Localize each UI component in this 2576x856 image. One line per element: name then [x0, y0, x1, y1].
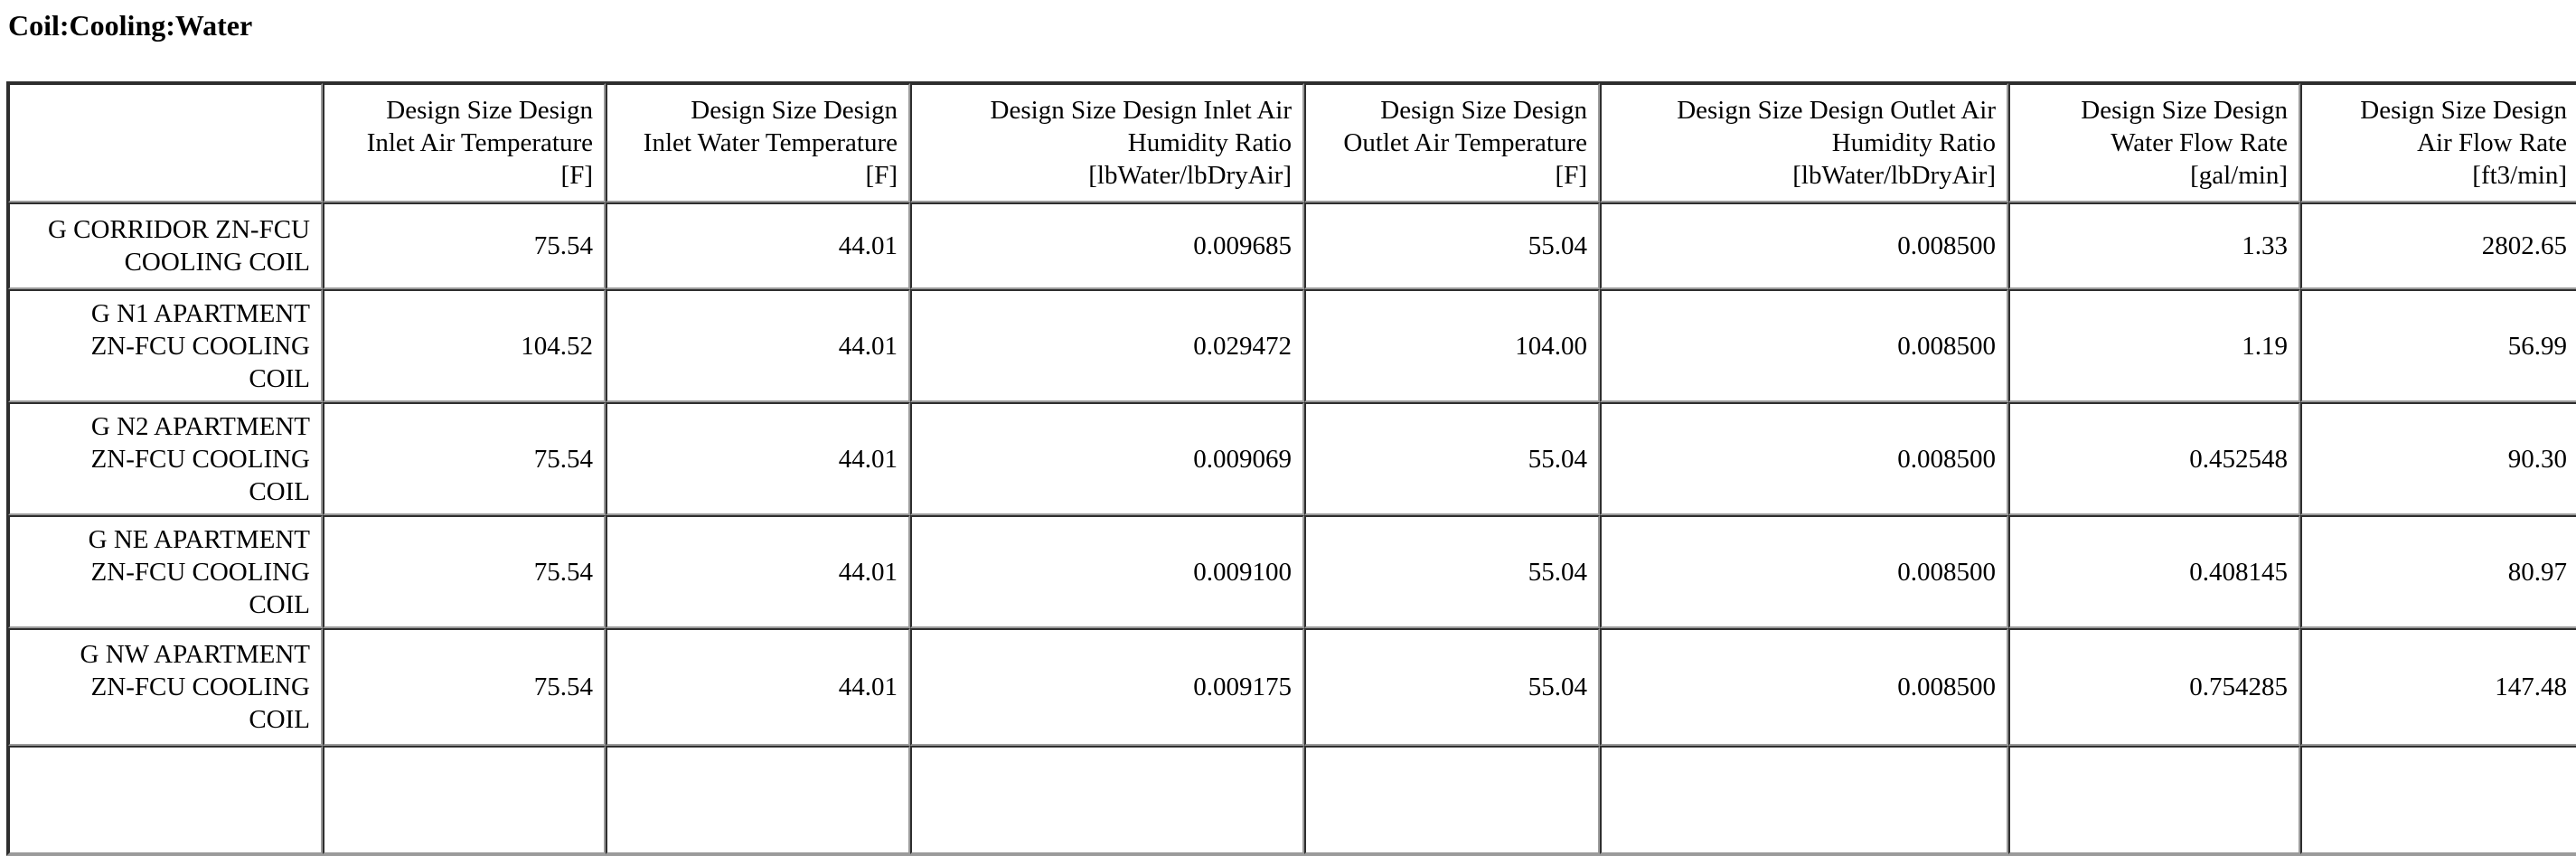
value-cell: 55.04: [1304, 515, 1600, 628]
value-cell: 1.33: [2008, 202, 2300, 289]
value-cell: 80.97: [2300, 515, 2576, 628]
column-header-water-flow-rate: Design Size Design Water Flow Rate [gal/…: [2008, 83, 2300, 202]
column-header-air-flow-rate: Design Size Design Air Flow Rate [ft3/mi…: [2300, 83, 2576, 202]
value-cell: 0.754285: [2008, 628, 2300, 746]
table-row: G CORRIDOR ZN-FCU COOLING COIL 75.54 44.…: [8, 202, 2576, 289]
value-cell: 44.01: [606, 202, 910, 289]
value-cell: 75.54: [323, 628, 606, 746]
row-name-cell: G N2 APARTMENT ZN-FCU COOLING COIL: [8, 402, 323, 515]
value-cell: 44.01: [606, 289, 910, 402]
value-cell: [606, 746, 910, 854]
value-cell: 0.009685: [910, 202, 1304, 289]
value-cell: 75.54: [323, 515, 606, 628]
table-row: G NW APARTMENT ZN-FCU COOLING COIL 75.54…: [8, 628, 2576, 746]
value-cell: 75.54: [323, 402, 606, 515]
value-cell: 0.029472: [910, 289, 1304, 402]
value-cell: 0.008500: [1600, 202, 2008, 289]
value-cell: 75.54: [323, 202, 606, 289]
value-cell: 44.01: [606, 402, 910, 515]
coil-cooling-water-table: Design Size Design Inlet Air Temperature…: [6, 81, 2576, 856]
page-title: Coil:Cooling:Water: [8, 9, 253, 42]
value-cell: 0.009175: [910, 628, 1304, 746]
value-cell: [910, 746, 1304, 854]
row-name-cell: G CORRIDOR ZN-FCU COOLING COIL: [8, 202, 323, 289]
value-cell: 55.04: [1304, 628, 1600, 746]
value-cell: 90.30: [2300, 402, 2576, 515]
row-name-cell: [8, 746, 323, 854]
value-cell: 55.04: [1304, 202, 1600, 289]
table-row: G N1 APARTMENT ZN-FCU COOLING COIL 104.5…: [8, 289, 2576, 402]
value-cell: [323, 746, 606, 854]
value-cell: 55.04: [1304, 402, 1600, 515]
value-cell: 56.99: [2300, 289, 2576, 402]
value-cell: 0.008500: [1600, 402, 2008, 515]
value-cell: 104.00: [1304, 289, 1600, 402]
value-cell: 0.009069: [910, 402, 1304, 515]
value-cell: 44.01: [606, 515, 910, 628]
column-header-inlet-air-temperature: Design Size Design Inlet Air Temperature…: [323, 83, 606, 202]
value-cell: 1.19: [2008, 289, 2300, 402]
table-row: G NE APARTMENT ZN-FCU COOLING COIL 75.54…: [8, 515, 2576, 628]
row-name-cell: G N1 APARTMENT ZN-FCU COOLING COIL: [8, 289, 323, 402]
column-header-blank: [8, 83, 323, 202]
table-row: G N2 APARTMENT ZN-FCU COOLING COIL 75.54…: [8, 402, 2576, 515]
row-name-cell: G NE APARTMENT ZN-FCU COOLING COIL: [8, 515, 323, 628]
value-cell: 0.452548: [2008, 402, 2300, 515]
column-header-inlet-water-temperature: Design Size Design Inlet Water Temperatu…: [606, 83, 910, 202]
value-cell: [1304, 746, 1600, 854]
value-cell: 0.008500: [1600, 628, 2008, 746]
value-cell: 44.01: [606, 628, 910, 746]
value-cell: 147.48: [2300, 628, 2576, 746]
column-header-outlet-air-humidity-ratio: Design Size Design Outlet Air Humidity R…: [1600, 83, 2008, 202]
column-header-inlet-air-humidity-ratio: Design Size Design Inlet Air Humidity Ra…: [910, 83, 1304, 202]
value-cell: 0.009100: [910, 515, 1304, 628]
value-cell: 0.408145: [2008, 515, 2300, 628]
value-cell: 0.008500: [1600, 289, 2008, 402]
value-cell: [1600, 746, 2008, 854]
value-cell: 104.52: [323, 289, 606, 402]
value-cell: 0.008500: [1600, 515, 2008, 628]
table-row-partial: [8, 746, 2576, 854]
value-cell: 2802.65: [2300, 202, 2576, 289]
value-cell: [2300, 746, 2576, 854]
row-name-cell: G NW APARTMENT ZN-FCU COOLING COIL: [8, 628, 323, 746]
value-cell: [2008, 746, 2300, 854]
table-header-row: Design Size Design Inlet Air Temperature…: [8, 83, 2576, 202]
column-header-outlet-air-temperature: Design Size Design Outlet Air Temperatur…: [1304, 83, 1600, 202]
